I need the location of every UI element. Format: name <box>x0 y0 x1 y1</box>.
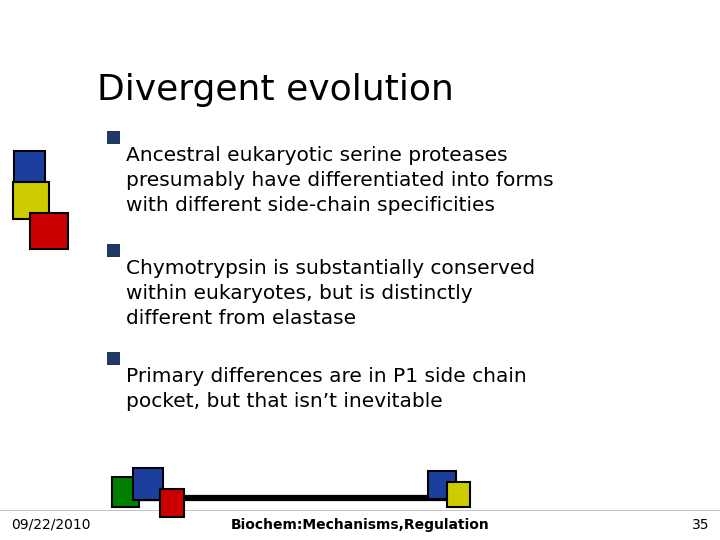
Text: Divergent evolution: Divergent evolution <box>97 73 454 107</box>
Bar <box>112 477 139 507</box>
Bar <box>30 213 68 249</box>
Text: Chymotrypsin is substantially conserved
within eukaryotes, but is distinctly
dif: Chymotrypsin is substantially conserved … <box>126 259 535 328</box>
Text: Biochem:Mechanisms,Regulation: Biochem:Mechanisms,Regulation <box>230 518 490 532</box>
Bar <box>107 352 120 365</box>
Bar <box>107 244 120 257</box>
Bar <box>133 468 163 500</box>
Bar <box>160 489 184 517</box>
Text: Primary differences are in P1 side chain
pocket, but that isn’t inevitable: Primary differences are in P1 side chain… <box>126 367 527 411</box>
Bar <box>447 482 470 507</box>
Text: 09/22/2010: 09/22/2010 <box>11 518 90 532</box>
Bar <box>14 151 45 183</box>
Text: Ancestral eukaryotic serine proteases
presumabl​y have differentiated into forms: Ancestral eukaryotic serine proteases pr… <box>126 146 554 215</box>
Bar <box>13 182 49 219</box>
Bar <box>428 471 456 499</box>
Text: 35: 35 <box>692 518 709 532</box>
Bar <box>107 131 120 144</box>
